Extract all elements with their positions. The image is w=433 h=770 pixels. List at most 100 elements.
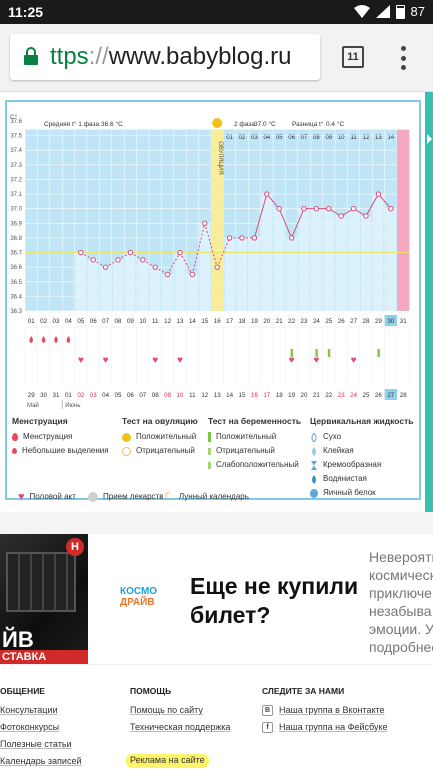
legend-label: Менструация [23,432,73,441]
calendar-date-label: 05 [115,392,122,399]
ad-description[interactable]: Невероятн космическ приключе незабыва эмоции… [369,548,433,656]
temperature-line-segment [266,193,280,210]
ovulation-sun-icon [212,118,223,128]
y-axis-unit: C° [10,113,18,121]
temperature-point [239,235,245,241]
temperature-point [388,205,394,212]
cycle-day-label: 20 [263,318,270,325]
temperature-point [189,271,196,278]
temperature-bar [274,208,285,311]
phase1-value: 36.6 °C [101,120,123,128]
url-text[interactable]: ttps://www.babyblog.ru [50,43,291,71]
page-side-strip[interactable] [425,92,433,512]
month-label-prev: Май [27,402,39,409]
dot-icon [400,65,406,70]
current-day-highlight [384,315,397,326]
temperature-bar [298,208,310,311]
legend-label: Слабоположительный [216,460,299,469]
moon-icon: ☾ [164,491,174,503]
cycle-day-label: 19 [251,318,258,325]
legend-header: Тест на беременность [208,416,302,426]
footer-heading: ОБЩЕНИЕ [0,686,45,696]
footer-col-help: ПОМОЩЬ Помощь по сайту Техническая подде… [126,686,231,768]
heart-icon: ♥ [351,355,357,366]
ad-image[interactable]: Н ЙВ СТАВКА [0,534,88,664]
cycle-day-label: 04 [65,318,72,325]
temperature-point [202,220,208,227]
sticky-icon [312,446,316,456]
y-tick-label: 37.4 [10,148,22,154]
cycle-day-label: 31 [400,318,407,325]
temperature-line-segment [291,208,305,239]
temperature-bar [125,252,136,311]
cycle-day-label: 30 [387,318,394,325]
ad-logo[interactable]: КОСМО ДРАЙВ [120,586,157,608]
lock-icon [24,47,38,65]
temperature-line-segment [167,252,181,275]
overflow-menu-button[interactable] [400,46,406,70]
dot-icon [400,55,406,61]
address-bar[interactable]: ttps://www.babyblog.ru [10,34,320,80]
battery-level: 87 [410,4,425,19]
legend-extra-3: ☾ Лунный календарь [164,490,249,504]
legend-label: Прием лекарств [103,492,164,501]
footer-col-community: ОБЩЕНИЕ Консультации Фотоконкурсы Полезн… [0,686,82,770]
legend-extra-1: ♥ Половой акт [18,490,76,504]
calendar-date-label: 30 [40,392,47,399]
footer-link[interactable]: Фотоконкурсы [0,722,60,732]
pill-icon [88,492,98,502]
footer-link[interactable]: Помощь по сайту [130,705,203,715]
phase2-day-label: 09 [325,135,332,141]
advertisement-banner[interactable]: Н ЙВ СТАВКА КОСМО ДРАЙВ Еще не купили би… [0,534,433,664]
temperature-point [350,205,357,212]
temperature-line-segment [204,223,218,268]
pregnancy-test-icon [315,349,318,357]
legend-label: Небольшие выделения [22,446,109,455]
temperature-bar [336,216,347,311]
facebook-group-link[interactable]: f Наша группа на Фейсбуке [262,721,388,738]
y-tick-label: 37.2 [10,177,22,183]
watery-icon [312,474,316,484]
menstruation-drop-icon [29,336,33,343]
url-scheme: ttps [50,43,89,70]
temperature-bar [100,267,111,311]
calendar-date-label: 09 [164,392,171,399]
temperature-point [140,257,146,263]
phase2-day-label: 04 [263,135,270,141]
y-tick-label: 37.3 [10,163,22,169]
menstruation-drop-icon [41,336,46,343]
ad-text-line: космическ [369,567,433,583]
footer-link-advertising[interactable]: Реклама на сайте [126,754,209,768]
y-tick-label: 36.6 [10,265,22,271]
vk-group-link[interactable]: В Наша группа в Вконтакте [262,704,388,721]
ad-logo-line2: ДРАЙВ [120,597,155,608]
temperature-point [152,264,158,270]
phase2-day-label: 05 [276,135,283,141]
calendar-date-label: 17 [263,392,270,399]
footer-link[interactable]: Техническая поддержка [130,722,231,732]
footer-link[interactable]: Календарь записей [0,756,82,766]
cycle-day-label: 14 [189,318,196,325]
legend-menstruation: Менструация Менструация Небольшие выделе… [12,416,109,458]
ad-title[interactable]: Еще не купили билет? [190,573,359,628]
legend-header: Менструация [12,416,68,426]
temperature-bar [385,208,396,311]
tab-switcher-button[interactable]: 11 [342,46,364,68]
temperature-bar [150,267,161,311]
temperature-line-segment [278,208,293,239]
status-time: 11:25 [8,4,44,20]
calendar-date-label: 21 [313,392,320,399]
heart-icon: ♥ [177,355,183,366]
phase2-day-label: 02 [239,135,246,141]
browser-toolbar: ttps://www.babyblog.ru 11 [0,24,433,92]
ad-text-line: эмоции. У [369,621,433,637]
phase1-label: Средняя t° 1 фаза [44,120,100,128]
cycle-day-label: 13 [177,318,184,325]
footer-link[interactable]: Консультации [0,705,58,715]
cycle-day-label: 24 [313,318,320,325]
temperature-bar [88,259,99,311]
temperature-line-segment [365,193,379,217]
temperature-line-segment [179,252,193,275]
footer-link[interactable]: Полезные статьи [0,739,72,749]
legend-label: Кремообразная [323,460,382,469]
